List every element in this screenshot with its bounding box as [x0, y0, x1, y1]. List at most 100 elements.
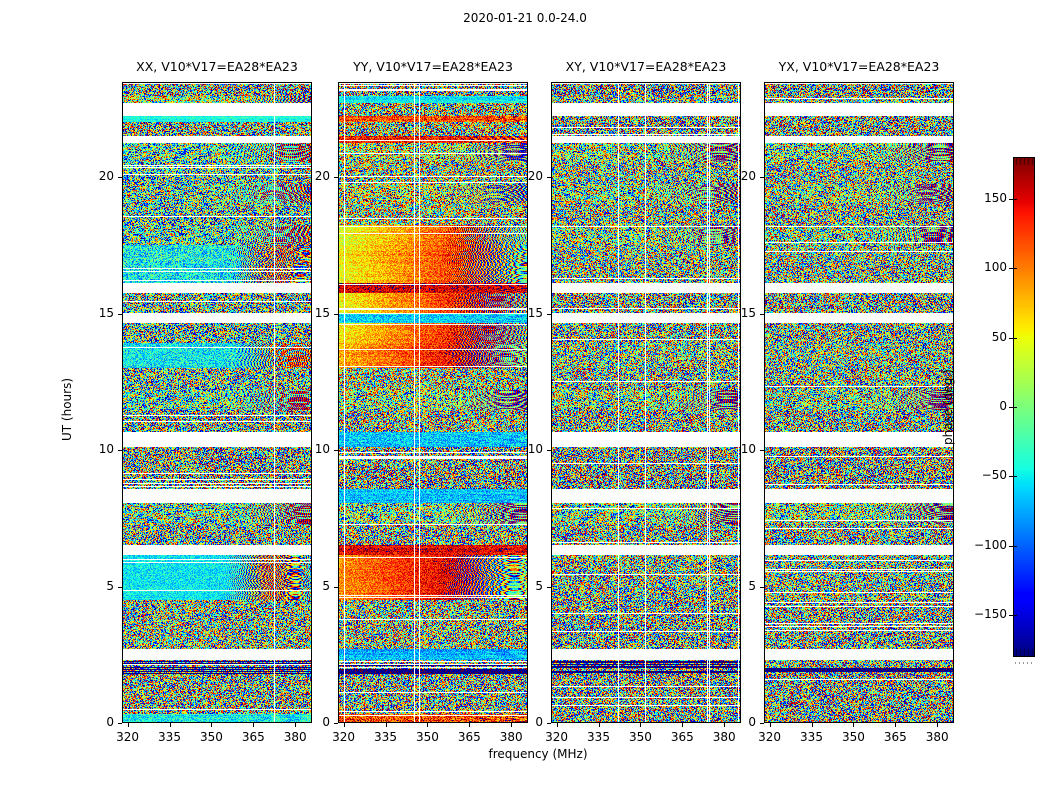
- y-tick-label: 5: [535, 578, 543, 593]
- colorbar-tickmark-inner: [1013, 268, 1017, 270]
- x-tick-label: 380: [499, 730, 523, 744]
- y-tick-label: 0: [106, 715, 114, 729]
- heatmap-image-yy: [339, 83, 527, 722]
- colorbar-tickmark: [1009, 198, 1013, 200]
- colorbar-gradient: [1013, 157, 1035, 657]
- y-tickmark: [334, 177, 338, 179]
- x-tick-label: 320: [545, 730, 569, 744]
- x-tickmark: [169, 723, 171, 727]
- x-tick-label: 350: [415, 730, 439, 744]
- colorbar-tickmark: [1009, 615, 1013, 617]
- x-tick-label: 320: [758, 730, 782, 744]
- y-tick-label: 10: [98, 442, 114, 457]
- y-tick-label: 15: [314, 305, 330, 320]
- y-tick-label: 0: [748, 715, 756, 729]
- y-tick-label: 15: [527, 305, 543, 320]
- y-tickmark: [760, 313, 764, 315]
- colorbar-tick-label: 0: [999, 399, 1007, 413]
- x-tick-label: 335: [158, 730, 181, 744]
- x-tickmark: [295, 723, 297, 727]
- heatmap-image-xx: [123, 83, 311, 722]
- heatmap-image-xy: [552, 83, 740, 722]
- colorbar-tickmark: [1009, 476, 1013, 478]
- heatmap-panel-xx[interactable]: [122, 82, 312, 723]
- x-tickmark: [769, 723, 771, 727]
- colorbar-tick-label: 100: [984, 260, 1007, 275]
- x-tickmark: [385, 723, 387, 727]
- colorbar-tickmark-inner: [1013, 615, 1017, 617]
- x-tickmark: [598, 723, 600, 727]
- x-tickmark: [937, 723, 939, 727]
- y-tickmark: [118, 177, 122, 179]
- x-tickmark: [511, 723, 513, 727]
- x-tick-label: 365: [241, 730, 265, 744]
- figure-suptitle: 2020-01-21 0.0-24.0: [463, 11, 587, 25]
- y-tickmark: [118, 313, 122, 315]
- y-tick-label: 5: [748, 578, 756, 593]
- y-tickmark: [118, 586, 122, 588]
- panel-title-yx: YX, V10*V17=EA28*EA23: [778, 59, 940, 74]
- y-tick-label: 5: [322, 578, 330, 593]
- y-tickmark: [334, 313, 338, 315]
- colorbar-tick-label: 150: [984, 190, 1007, 205]
- y-tick-label: 20: [740, 169, 756, 184]
- x-axis-label: frequency (MHz): [488, 747, 588, 761]
- x-tickmark: [811, 723, 813, 727]
- y-tick-label: 20: [527, 169, 543, 184]
- y-tick-label: 0: [322, 715, 330, 729]
- y-tickmark: [334, 450, 338, 452]
- x-tick-label: 365: [883, 730, 907, 744]
- x-tick-label: 320: [332, 730, 356, 744]
- heatmap-panel-xy[interactable]: [551, 82, 741, 723]
- x-tick-label: 380: [283, 730, 307, 744]
- x-tickmark: [895, 723, 897, 727]
- x-tick-label: 365: [670, 730, 694, 744]
- y-tickmark: [760, 177, 764, 179]
- y-tick-label: 20: [98, 169, 114, 184]
- colorbar-tick-label: −50: [981, 468, 1007, 483]
- heatmap-panel-yy[interactable]: [338, 82, 528, 723]
- y-tickmark: [760, 450, 764, 452]
- y-tick-label: 15: [740, 305, 756, 320]
- y-tick-label: 0: [535, 715, 543, 729]
- x-tickmark: [469, 723, 471, 727]
- colorbar-tickmark-inner: [1013, 407, 1017, 408]
- y-tick-label: 10: [740, 442, 756, 457]
- heatmap-panel-yx[interactable]: [764, 82, 954, 723]
- x-tick-label: 335: [800, 730, 823, 744]
- y-tickmark: [334, 586, 338, 588]
- y-tickmark: [547, 177, 551, 179]
- colorbar-tick-label: −150: [974, 607, 1007, 622]
- colorbar-tickmark-inner: [1013, 198, 1017, 200]
- x-tick-label: 335: [374, 730, 397, 744]
- y-tickmark: [334, 723, 338, 724]
- panel-title-xx: XX, V10*V17=EA28*EA23: [136, 59, 298, 74]
- colorbar-tickmark-inner: [1013, 337, 1017, 339]
- x-tickmark: [640, 723, 642, 727]
- colorbar-tickmark: [1009, 407, 1013, 408]
- y-tick-label: 5: [106, 578, 114, 593]
- y-tickmark: [547, 586, 551, 588]
- y-tickmark: [547, 450, 551, 452]
- x-tick-label: 350: [628, 730, 652, 744]
- colorbar-tickmark: [1009, 545, 1013, 547]
- colorbar-tick-label: −100: [974, 537, 1007, 552]
- colorbar-tickmark: [1009, 337, 1013, 339]
- y-tick-label: 10: [527, 442, 543, 457]
- y-axis-label: UT (hours): [60, 377, 74, 441]
- x-tickmark: [556, 723, 558, 727]
- x-tickmark: [853, 723, 855, 727]
- x-tickmark: [343, 723, 345, 727]
- colorbar-axis-label: phase (deg.): [941, 369, 955, 445]
- colorbar-tick-label: 50: [991, 329, 1007, 344]
- x-tick-label: 350: [199, 730, 223, 744]
- x-tick-label: 335: [587, 730, 610, 744]
- x-tick-label: 365: [457, 730, 481, 744]
- y-tick-label: 15: [98, 305, 114, 320]
- x-tickmark: [127, 723, 129, 727]
- y-tickmark: [118, 723, 122, 724]
- y-tickmark: [547, 313, 551, 315]
- x-tick-label: 320: [116, 730, 140, 744]
- panel-title-yy: YY, V10*V17=EA28*EA23: [353, 59, 513, 74]
